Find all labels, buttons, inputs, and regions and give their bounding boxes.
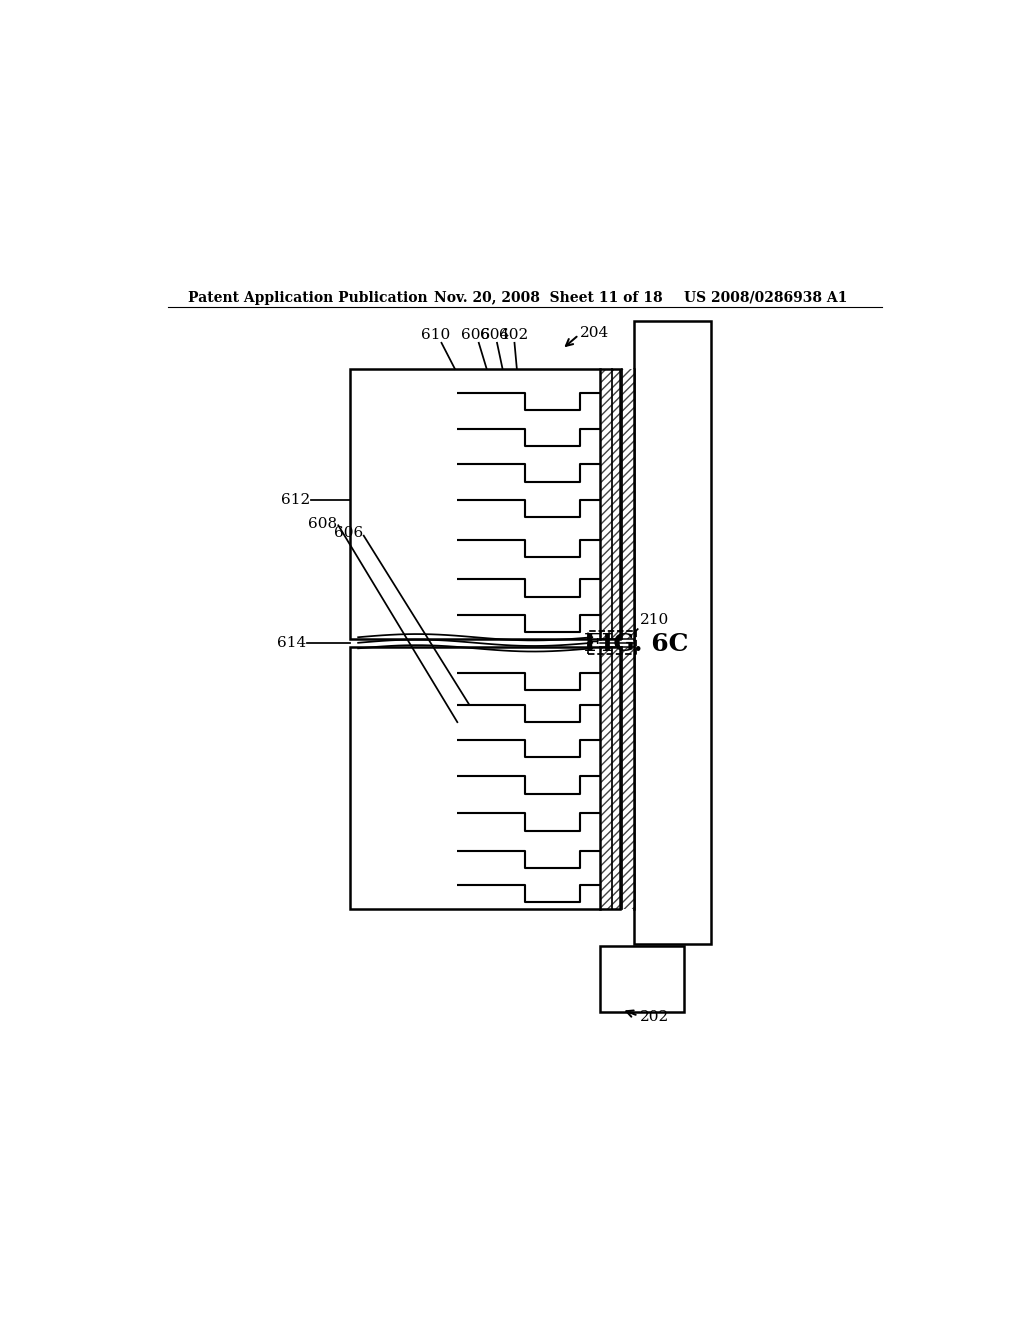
Text: 608: 608 — [308, 516, 338, 531]
Text: 204: 204 — [581, 326, 609, 341]
Text: Nov. 20, 2008  Sheet 11 of 18: Nov. 20, 2008 Sheet 11 of 18 — [433, 290, 663, 305]
Bar — [350, 370, 620, 639]
Text: 612: 612 — [282, 492, 310, 507]
Text: FIG. 6C: FIG. 6C — [585, 632, 689, 656]
Text: 610: 610 — [421, 327, 451, 342]
Bar — [600, 370, 634, 639]
Text: 606: 606 — [461, 327, 490, 342]
Text: 606: 606 — [334, 527, 362, 540]
Text: US 2008/0286938 A1: US 2008/0286938 A1 — [684, 290, 847, 305]
Text: Patent Application Publication: Patent Application Publication — [187, 290, 427, 305]
Text: 210: 210 — [640, 612, 669, 627]
Text: 202: 202 — [640, 1010, 669, 1024]
Bar — [600, 647, 634, 908]
Text: 614: 614 — [278, 636, 306, 649]
Text: 604: 604 — [480, 327, 509, 342]
Bar — [350, 647, 620, 908]
Text: 602: 602 — [499, 327, 528, 342]
Bar — [634, 321, 712, 944]
Bar — [600, 946, 684, 1012]
